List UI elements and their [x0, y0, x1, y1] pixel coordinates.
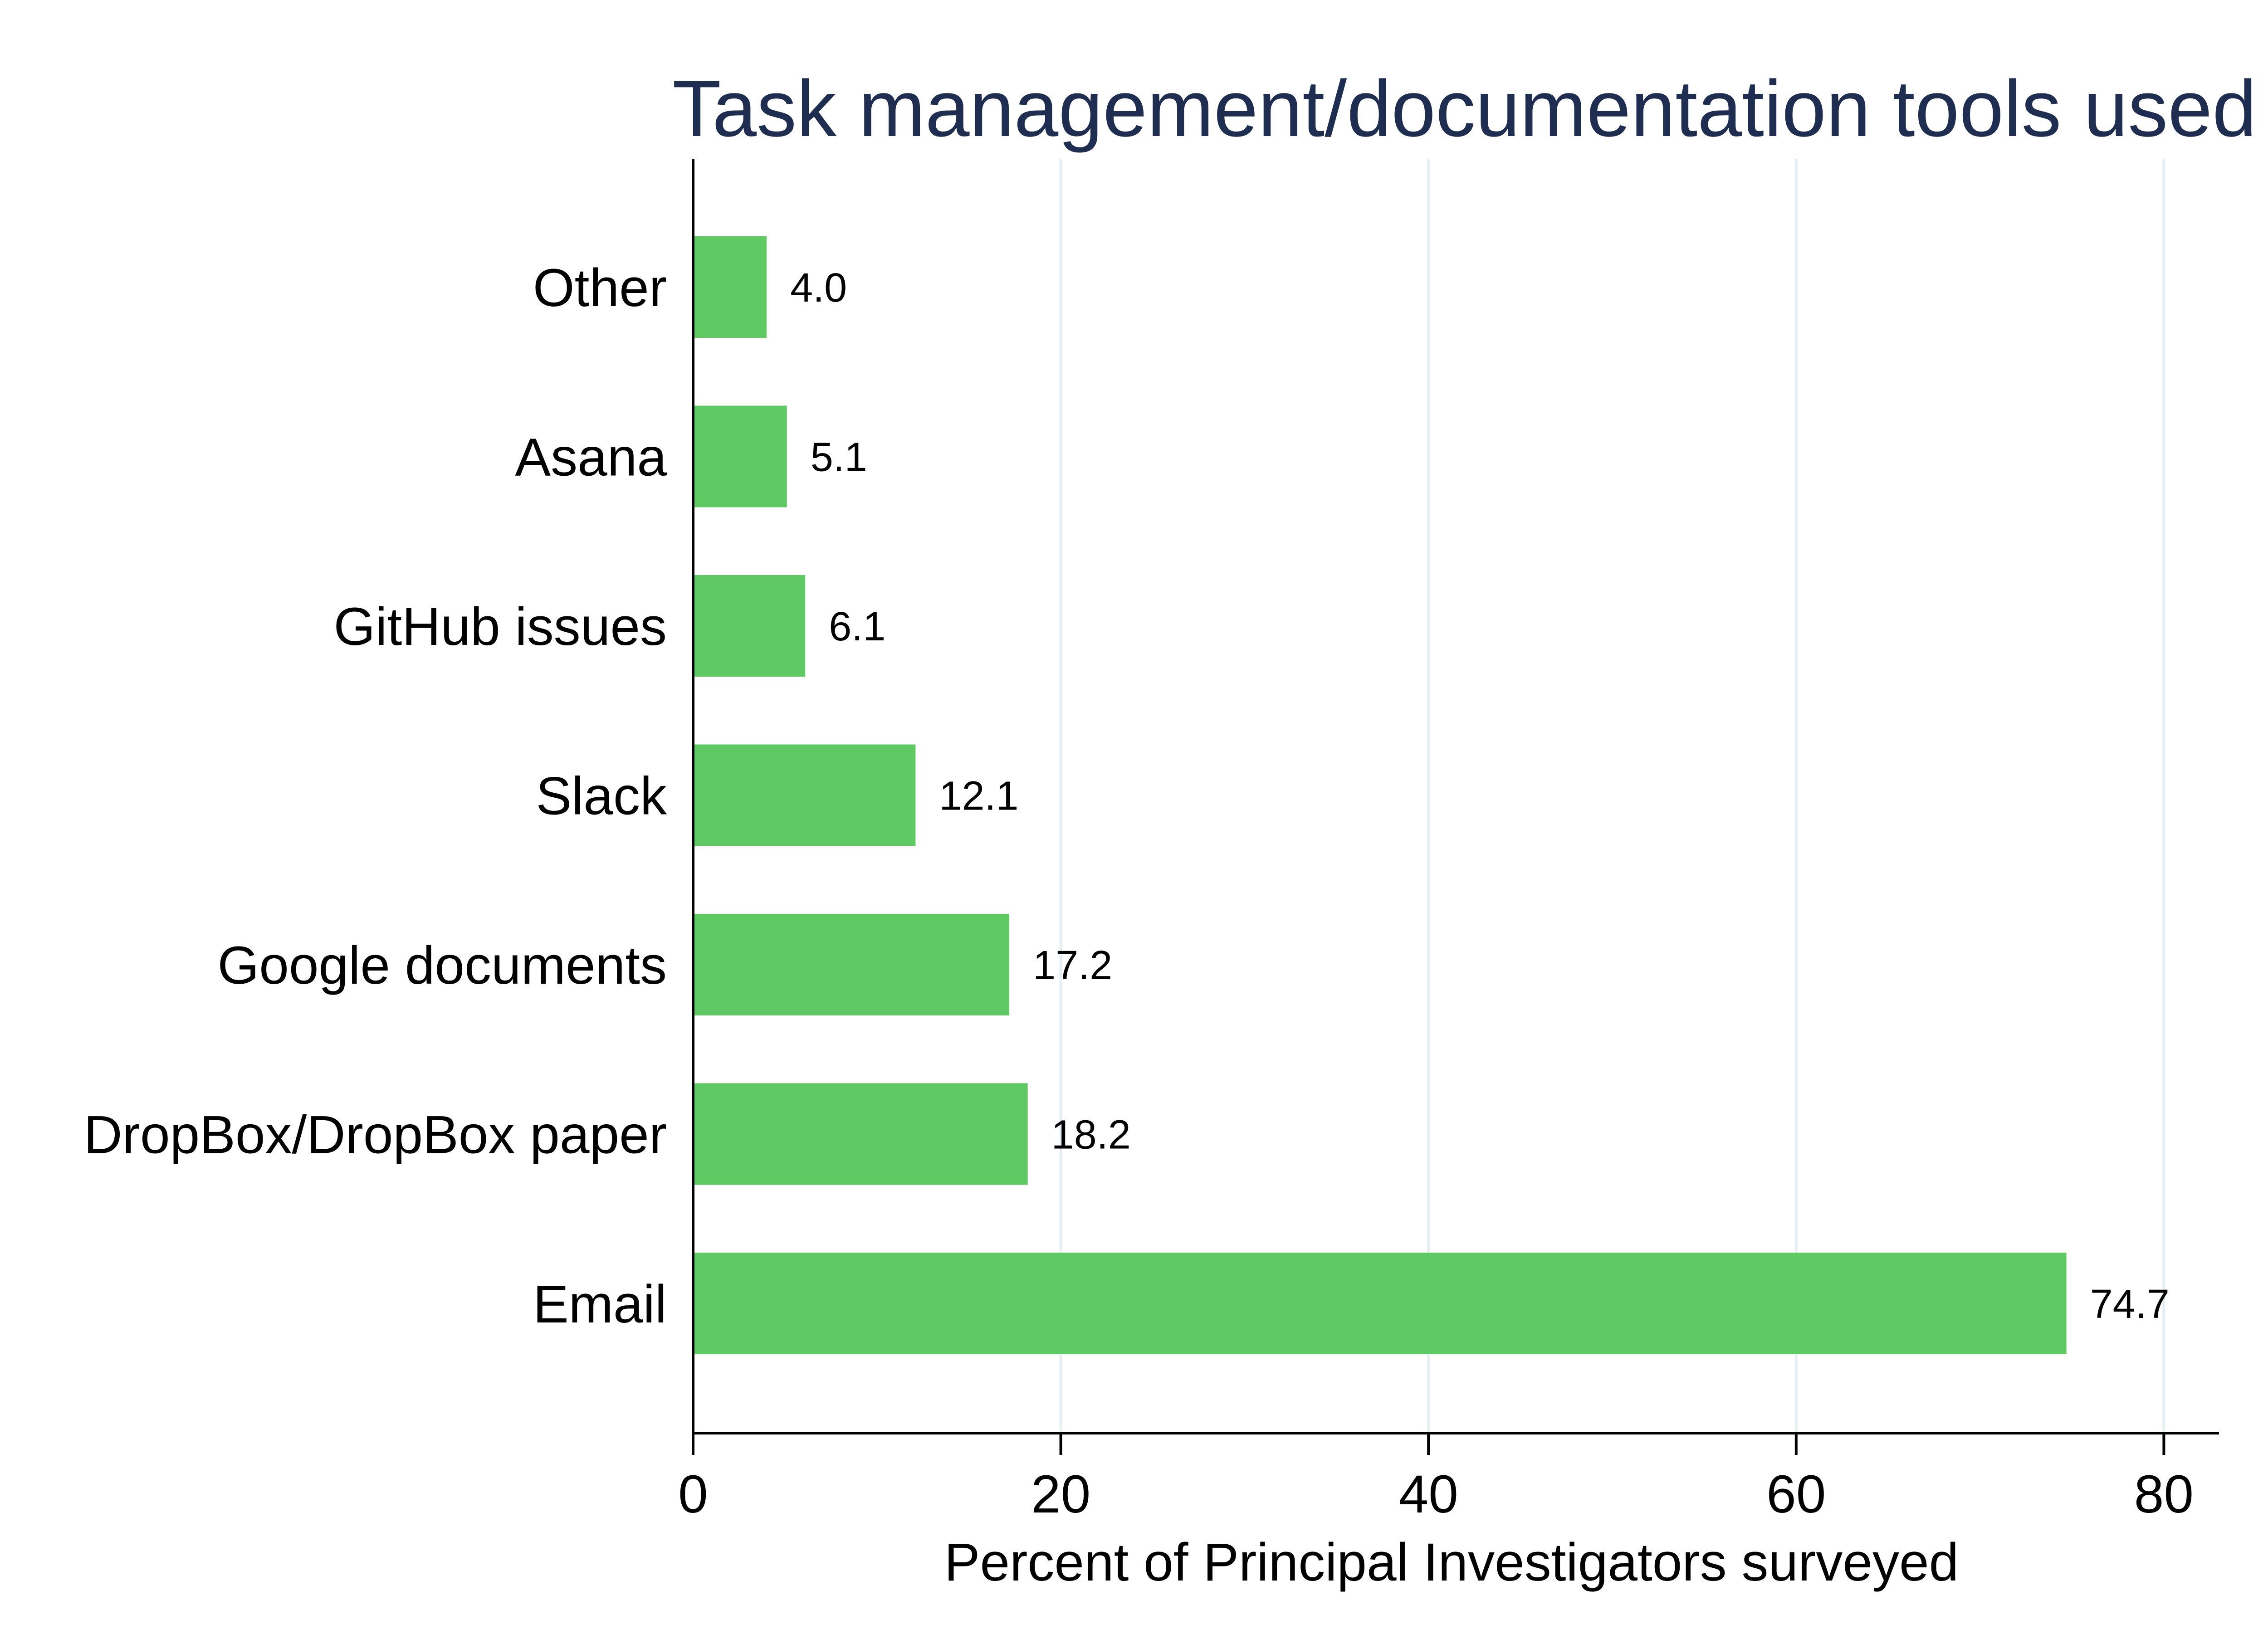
bar-other: [693, 236, 767, 338]
value-label-dropbox-dropbox-paper: 18.2: [1051, 1112, 1131, 1158]
value-labels: 4.0 5.1 6.1 12.1 17.2 18.2 74.7: [790, 265, 2170, 1327]
bar-dropbox-dropbox-paper: [693, 1083, 1028, 1185]
gridlines: [1059, 159, 2165, 1433]
x-tick-label-0: 0: [678, 1464, 708, 1524]
value-label-github-issues: 6.1: [829, 604, 885, 649]
x-tick-label-60: 60: [1766, 1464, 1826, 1524]
category-label-asana: Asana: [515, 428, 667, 488]
category-label-dropbox-dropbox-paper: DropBox/DropBox paper: [83, 1105, 667, 1165]
category-label-email: Email: [533, 1274, 667, 1334]
bar-google-documents: [693, 914, 1010, 1015]
value-label-google-documents: 17.2: [1033, 943, 1112, 988]
x-tick-label-80: 80: [2134, 1464, 2194, 1524]
category-label-slack: Slack: [536, 766, 667, 826]
x-axis-title: Percent of Principal Investigators surve…: [944, 1532, 1959, 1592]
x-tick-label-20: 20: [1031, 1464, 1090, 1524]
bars: [693, 236, 2067, 1354]
bar-email: [693, 1253, 2067, 1354]
bar-slack: [693, 744, 916, 846]
x-ticks: 0 20 40 60 80: [678, 1433, 2194, 1524]
category-label-google-documents: Google documents: [218, 936, 667, 995]
category-labels: Other Asana GitHub issues Slack Google docum…: [83, 258, 667, 1334]
category-label-other: Other: [533, 258, 667, 318]
axes: [692, 159, 2219, 1434]
bar-asana: [693, 405, 787, 507]
value-label-slack: 12.1: [939, 774, 1018, 819]
value-label-email: 74.7: [2090, 1282, 2170, 1327]
value-label-asana: 5.1: [811, 435, 867, 480]
x-tick-label-40: 40: [1399, 1464, 1458, 1524]
chart-title: Task management/documentation tools used: [672, 64, 2257, 153]
bar-github-issues: [693, 575, 806, 677]
value-label-other: 4.0: [790, 265, 847, 311]
category-label-github-issues: GitHub issues: [333, 597, 667, 657]
